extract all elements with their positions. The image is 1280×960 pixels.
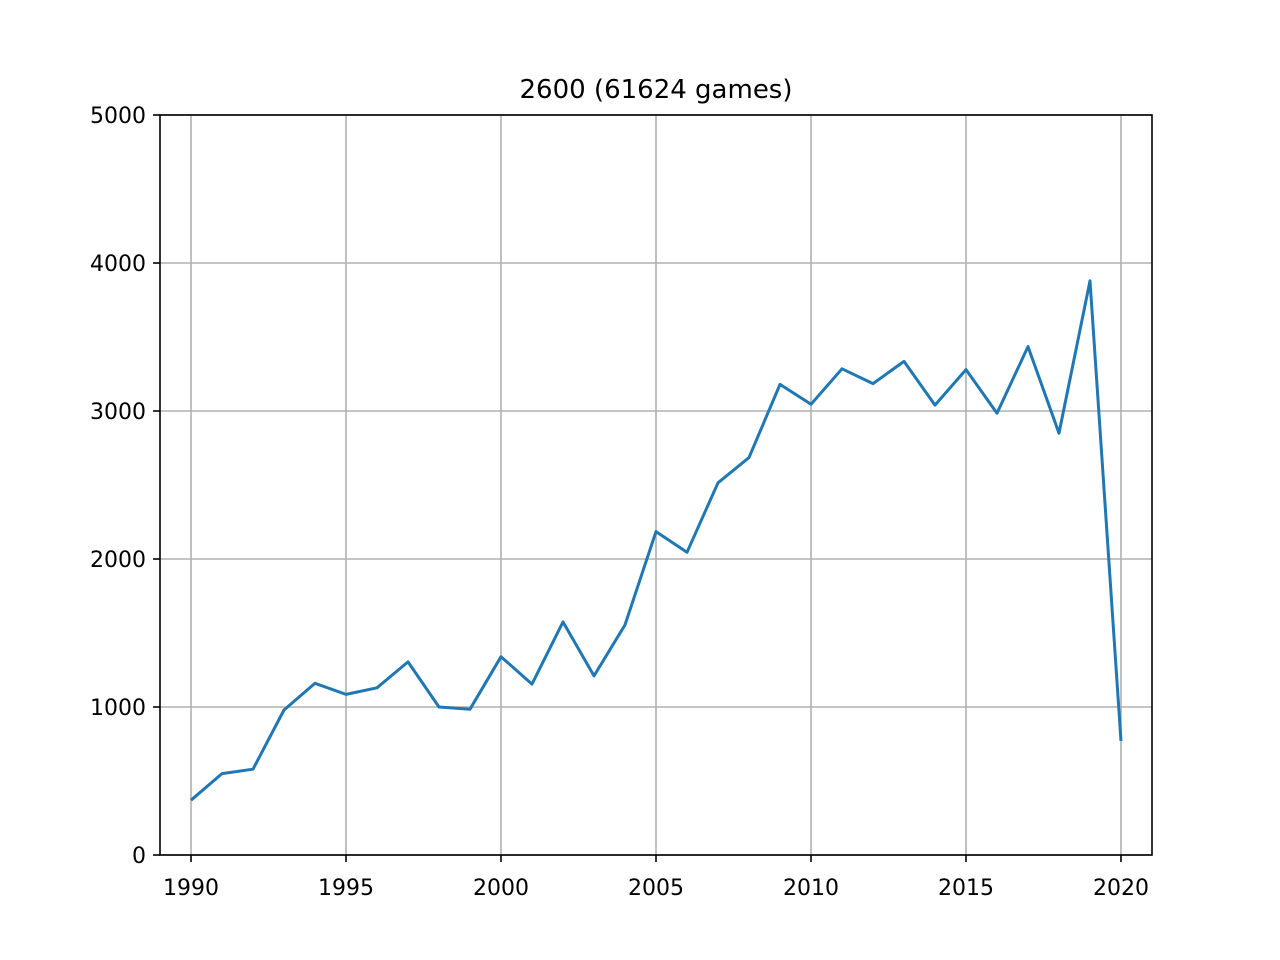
y-tick-label: 2000 [90,548,146,573]
x-tick-label: 1995 [318,876,374,901]
grid-lines [160,114,1152,856]
x-tick-label: 2010 [783,876,839,901]
y-tick-label: 5000 [90,104,146,129]
x-tick-label: 2000 [473,876,529,901]
series-group [190,279,1123,802]
x-tick-label: 1990 [163,876,219,901]
x-tick-label: 2015 [938,876,994,901]
x-tick-label: 2005 [628,876,684,901]
chart-title: 2600 (61624 games) [520,75,793,105]
y-tick-label: 3000 [90,400,146,425]
y-tick-label: 4000 [90,252,146,277]
x-tick-label: 2020 [1093,876,1149,901]
series-line [190,279,1123,802]
y-tick-label: 1000 [90,696,146,721]
y-axis: 0 1000 2000 3000 4000 5000 [90,104,160,869]
x-axis: 1990 1995 2000 2005 2010 2015 2020 [163,855,1149,901]
y-tick-label: 0 [132,844,146,869]
